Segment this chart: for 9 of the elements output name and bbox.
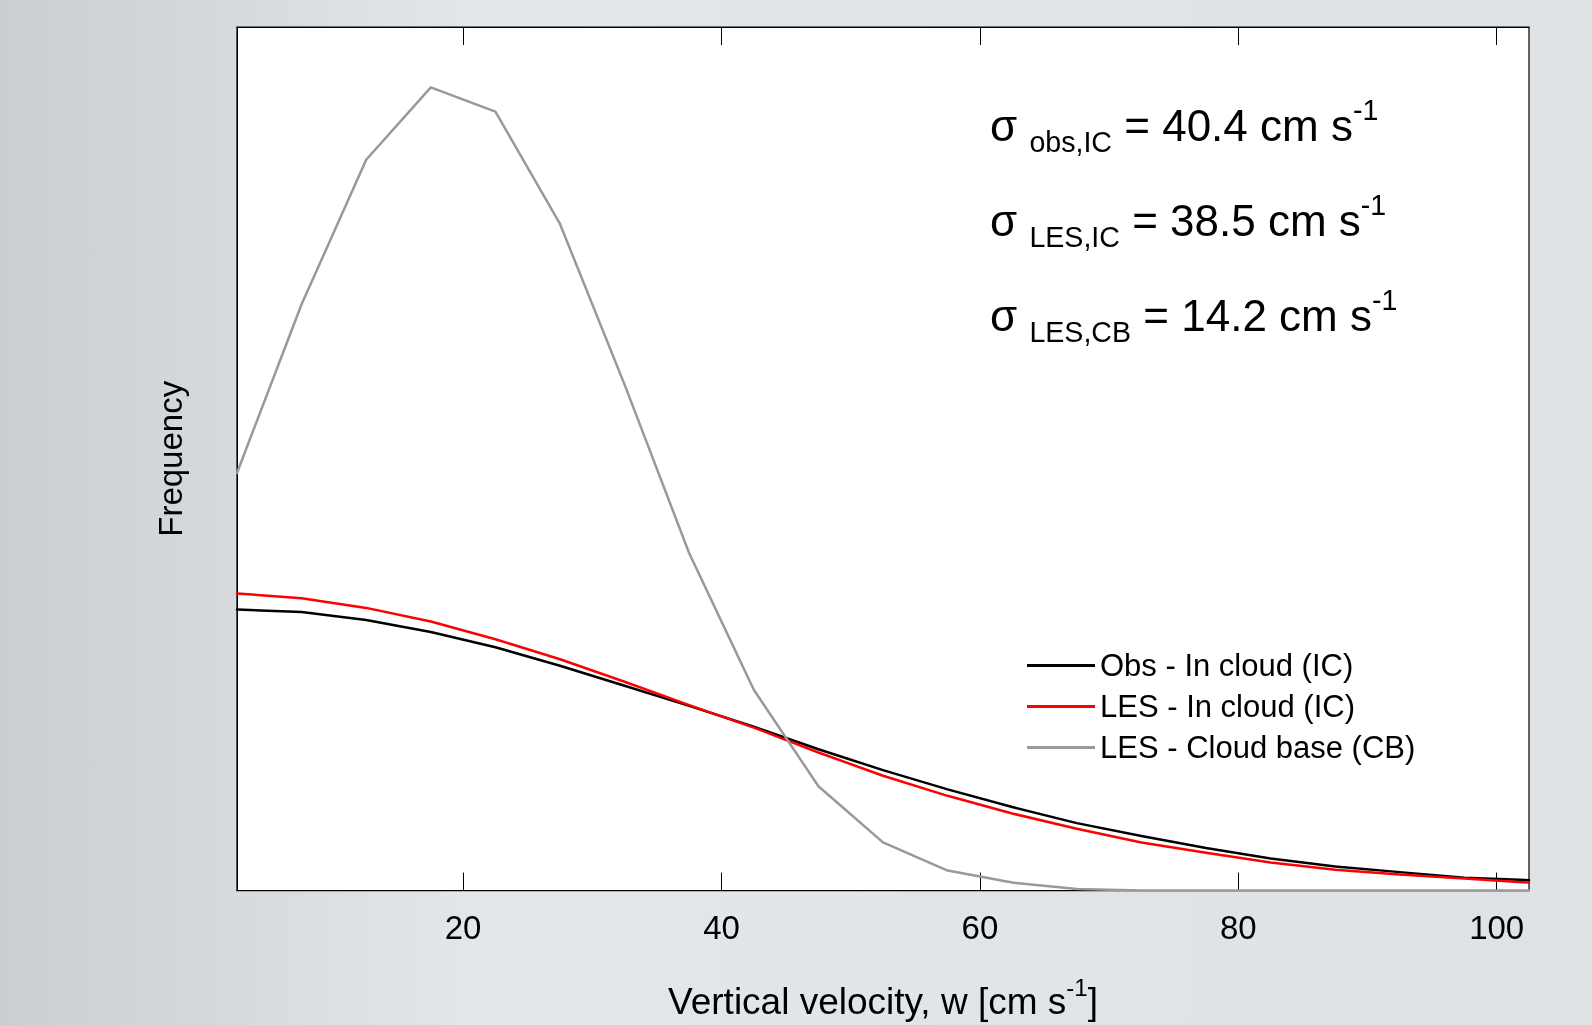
legend-label: LES - In cloud (IC) bbox=[1100, 689, 1355, 724]
legend-label: Obs - In cloud (IC) bbox=[1100, 648, 1354, 683]
x-tick-label: 60 bbox=[961, 908, 999, 946]
x-tick-label: 40 bbox=[703, 908, 740, 946]
x-tick-label: 20 bbox=[444, 908, 482, 946]
x-tick-label: 100 bbox=[1469, 908, 1525, 946]
legend-label: LES - Cloud base (CB) bbox=[1100, 730, 1416, 765]
y-axis-title: Frequency bbox=[152, 380, 189, 537]
x-tick-label: 80 bbox=[1219, 908, 1257, 946]
